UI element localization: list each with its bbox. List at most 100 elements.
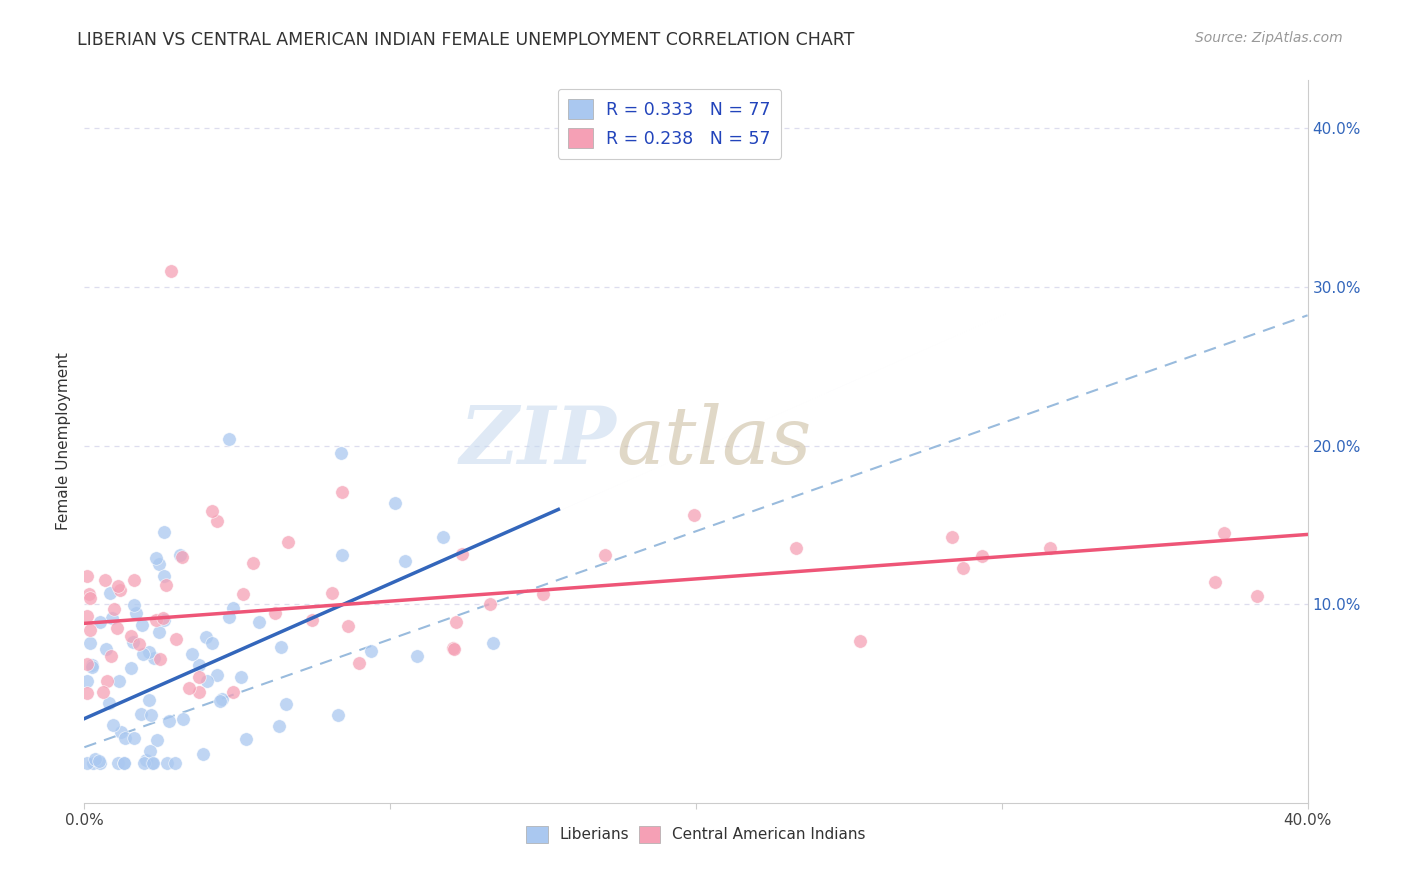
Point <box>207 514 229 528</box>
Point <box>132 647 155 661</box>
Point <box>321 585 343 599</box>
Point <box>277 534 299 549</box>
Point <box>172 712 194 726</box>
Point <box>101 611 124 625</box>
Point <box>952 560 974 574</box>
Point <box>112 756 135 770</box>
Point <box>179 681 201 695</box>
Point <box>120 629 142 643</box>
Point <box>138 692 160 706</box>
Point <box>77 587 100 601</box>
Point <box>124 573 146 587</box>
Point <box>218 609 240 624</box>
Point <box>76 569 98 583</box>
Point <box>91 685 114 699</box>
Text: ZIP: ZIP <box>460 403 616 480</box>
Point <box>131 617 153 632</box>
Point <box>83 752 105 766</box>
Point <box>105 622 128 636</box>
Point <box>188 658 211 673</box>
Point <box>451 547 474 561</box>
Point <box>155 578 177 592</box>
Point <box>148 558 170 572</box>
Point <box>165 632 187 646</box>
Point <box>209 694 232 708</box>
Point <box>785 541 807 555</box>
Point <box>683 508 706 522</box>
Point <box>145 550 167 565</box>
Point <box>165 756 187 770</box>
Point <box>141 756 163 770</box>
Point <box>336 619 359 633</box>
Point <box>394 554 416 568</box>
Point <box>269 719 291 733</box>
Point <box>112 756 135 770</box>
Point <box>187 685 209 699</box>
Point <box>264 607 287 621</box>
Point <box>270 640 292 655</box>
Point <box>235 731 257 746</box>
Point <box>441 640 464 655</box>
Point <box>169 548 191 562</box>
Point <box>89 615 111 629</box>
Point <box>384 496 406 510</box>
Point <box>330 548 353 562</box>
Point <box>160 264 183 278</box>
Point <box>444 615 467 629</box>
Point <box>103 602 125 616</box>
Point <box>135 752 157 766</box>
Point <box>432 530 454 544</box>
Text: atlas: atlas <box>616 403 811 480</box>
Point <box>849 634 872 648</box>
Point <box>101 717 124 731</box>
Point <box>360 644 382 658</box>
Point <box>139 707 162 722</box>
Point <box>89 756 111 770</box>
Point <box>108 674 131 689</box>
Point <box>478 597 501 611</box>
Point <box>482 636 505 650</box>
Point <box>82 658 104 673</box>
Point <box>76 756 98 770</box>
Point <box>79 635 101 649</box>
Point <box>138 645 160 659</box>
Point <box>188 670 211 684</box>
Point <box>114 731 136 745</box>
Legend: Liberians, Central American Indians: Liberians, Central American Indians <box>520 820 872 849</box>
Point <box>79 623 101 637</box>
Point <box>242 556 264 570</box>
Point <box>201 504 224 518</box>
Point <box>142 756 165 770</box>
Point <box>201 636 224 650</box>
Point <box>152 569 174 583</box>
Point <box>120 661 142 675</box>
Point <box>96 674 118 689</box>
Text: LIBERIAN VS CENTRAL AMERICAN INDIAN FEMALE UNEMPLOYMENT CORRELATION CHART: LIBERIAN VS CENTRAL AMERICAN INDIAN FEMA… <box>77 31 855 49</box>
Point <box>142 651 165 665</box>
Point <box>82 756 104 770</box>
Point <box>145 733 167 747</box>
Point <box>107 579 129 593</box>
Point <box>191 747 214 762</box>
Point <box>89 754 111 768</box>
Point <box>406 649 429 664</box>
Point <box>148 625 170 640</box>
Point <box>94 573 117 587</box>
Point <box>222 601 245 615</box>
Point <box>301 614 323 628</box>
Text: Source: ZipAtlas.com: Source: ZipAtlas.com <box>1195 31 1343 45</box>
Point <box>156 756 179 770</box>
Point <box>107 756 129 770</box>
Point <box>76 686 98 700</box>
Point <box>218 432 240 446</box>
Point <box>80 660 103 674</box>
Point <box>159 714 181 729</box>
Point <box>222 685 245 699</box>
Point <box>122 635 145 649</box>
Point <box>97 696 120 710</box>
Point <box>970 549 993 563</box>
Point <box>276 697 298 711</box>
Point <box>139 744 162 758</box>
Point <box>195 630 218 644</box>
Point <box>110 725 132 739</box>
